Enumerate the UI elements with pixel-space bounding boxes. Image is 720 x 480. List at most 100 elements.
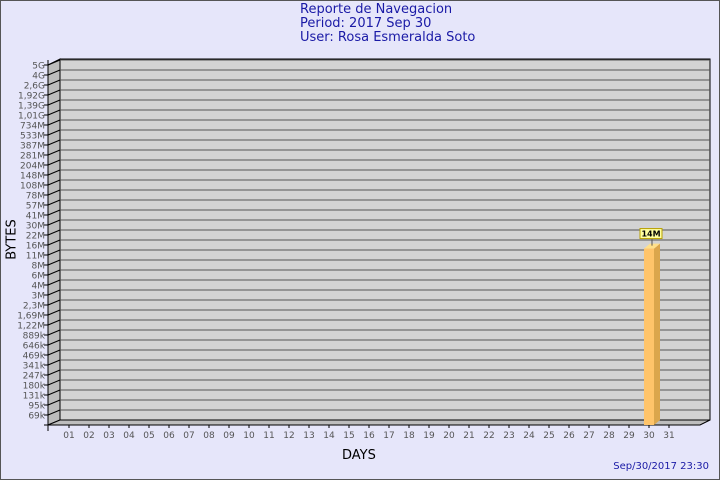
y-tick-label: 734M [20, 122, 45, 132]
y-tick-label: 533M [20, 132, 45, 142]
gridline-side [47, 259, 61, 266]
chart-period: Period: 2017 Sep 30 [300, 16, 432, 31]
chart-titles: Reporte de Navegacion Period: 2017 Sep 3… [300, 3, 475, 45]
gridline-side [47, 359, 61, 366]
y-tick-label: 247k [23, 372, 46, 382]
gridline-side [47, 79, 61, 86]
y-tick-label: 469k [23, 352, 46, 362]
x-tick-label: 12 [283, 431, 294, 441]
x-tick-label: 24 [523, 431, 535, 441]
gridline-side [47, 279, 61, 286]
y-tick-label: 8M [32, 262, 46, 272]
gridline-side [47, 199, 61, 206]
bar-side [654, 243, 660, 425]
y-tick-label: 204M [20, 162, 45, 172]
x-tick-label: 02 [83, 431, 94, 441]
gridline-side [47, 249, 61, 256]
y-tick-label: 57M [26, 202, 45, 212]
y-tick-label: 95k [28, 402, 45, 412]
bar [644, 248, 654, 425]
x-tick-label: 14 [323, 431, 335, 441]
gridline-side [47, 229, 61, 236]
x-tick-label: 18 [403, 431, 415, 441]
y-tick-label: 387M [20, 142, 45, 152]
y-tick-label: 180k [23, 382, 46, 392]
gridline-side [47, 159, 61, 166]
gridline-side [47, 99, 61, 106]
y-tick-label: 6M [32, 272, 46, 282]
y-tick-label: 30M [26, 222, 45, 232]
x-tick-label: 16 [363, 431, 375, 441]
x-tick-label: 07 [183, 431, 194, 441]
x-tick-label: 04 [123, 431, 135, 441]
gridline-side [47, 239, 61, 246]
y-tick-label: 5G [32, 62, 45, 72]
gridline-side [47, 379, 61, 386]
x-tick-label: 19 [423, 431, 435, 441]
timestamp: Sep/30/2017 23:30 [613, 461, 709, 472]
data-label-box [639, 228, 663, 240]
data-label: 14M [641, 230, 660, 239]
gridline-side [47, 139, 61, 146]
bar-top [644, 243, 660, 249]
x-tick-label: 15 [343, 431, 354, 441]
y-tick-label: 1,69M [17, 312, 45, 322]
y-tick-label: 148M [20, 172, 45, 182]
y-tick-label: 889k [23, 332, 46, 342]
gridline-side [47, 329, 61, 336]
gridline-side [47, 349, 61, 356]
x-tick-label: 08 [203, 431, 215, 441]
y-tick-label: 4M [32, 282, 46, 292]
y-tick-label: 78M [26, 192, 45, 202]
y-tick-label: 22M [26, 232, 45, 242]
x-tick-label: 22 [483, 431, 494, 441]
gridline-side [47, 219, 61, 226]
x-tick-label: 06 [163, 431, 175, 441]
y-tick-label: 108M [20, 182, 45, 192]
floor [47, 419, 711, 426]
gridline-side [47, 369, 61, 376]
gridline-side [47, 129, 61, 136]
x-tick-label: 23 [503, 431, 514, 441]
x-tick-label: 28 [603, 431, 615, 441]
x-tick-label: 21 [463, 431, 474, 441]
y-tick-label: 1,01G [18, 112, 45, 122]
gridline-side [47, 189, 61, 196]
y-tick-label: 3M [32, 292, 46, 302]
x-tick-label: 13 [303, 431, 314, 441]
x-tick-label: 29 [623, 431, 635, 441]
chart-title: Reporte de Navegacion [300, 2, 453, 17]
y-tick-label: 281M [20, 152, 45, 162]
y-tick-label: 69k [28, 412, 45, 422]
y-axis-label: BYTES [4, 219, 20, 260]
gridline-side [47, 89, 61, 96]
x-tick-label: 09 [223, 431, 235, 441]
gridline-side [47, 389, 61, 396]
gridline-side [47, 149, 61, 156]
x-tick-label: 20 [443, 431, 455, 441]
gridline-side [47, 319, 61, 326]
gridline-side [47, 59, 61, 66]
y-tick-label: 4G [32, 72, 45, 82]
x-tick-label: 25 [543, 431, 554, 441]
x-tick-label: 05 [143, 431, 154, 441]
gridline-side [47, 109, 61, 116]
y-tick-label: 2,3M [23, 302, 45, 312]
gridline-side [47, 269, 61, 276]
y-tick-label: 1,22M [17, 322, 45, 332]
x-tick-label: 27 [583, 431, 594, 441]
gridline-side [47, 119, 61, 126]
chart-user: User: Rosa Esmeralda Soto [300, 30, 476, 45]
gridline-side [47, 409, 61, 416]
gridline-side [47, 289, 61, 296]
x-tick-label: 17 [383, 431, 394, 441]
y-tick-label: 16M [26, 242, 45, 252]
gridline-side [47, 299, 61, 306]
y-tick-label: 341k [23, 362, 46, 372]
gridline-side [47, 169, 61, 176]
gridline-side [47, 309, 61, 316]
x-tick-label: 31 [663, 431, 674, 441]
y-tick-label: 2,6G [24, 82, 45, 92]
x-axis-label: DAYS [342, 448, 376, 463]
